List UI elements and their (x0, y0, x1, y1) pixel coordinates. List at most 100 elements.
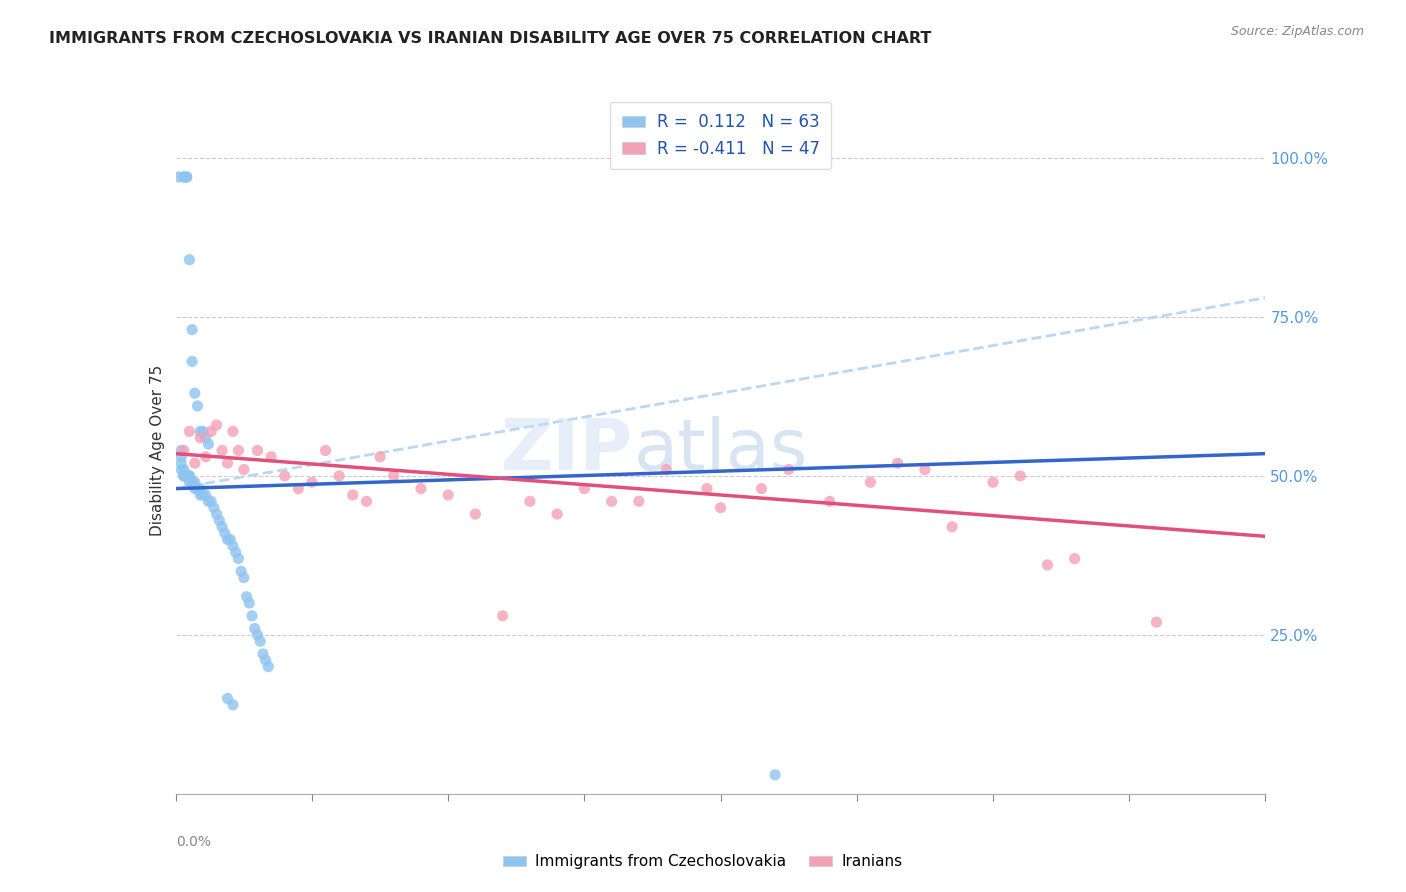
Point (191, 488, 214, 502)
Point (301, 475, 323, 490)
Point (186, 482, 209, 496)
Point (232, 571, 254, 585)
Point (859, 475, 882, 490)
Point (176, 469, 198, 483)
Point (217, 456, 239, 470)
Point (274, 469, 297, 483)
Point (246, 628, 269, 642)
Text: ZIP: ZIP (501, 416, 633, 485)
Point (173, 469, 195, 483)
Point (238, 596, 260, 610)
Text: Source: ZipAtlas.com: Source: ZipAtlas.com (1230, 25, 1364, 38)
Point (211, 520, 233, 534)
Point (170, 462, 193, 476)
Point (170, 450, 193, 464)
Point (217, 533, 239, 547)
Point (179, 469, 201, 483)
Point (205, 507, 228, 521)
Point (1010, 469, 1032, 483)
Point (176, 469, 198, 483)
Legend: R =  0.112   N = 63, R = -0.411   N = 47: R = 0.112 N = 63, R = -0.411 N = 47 (610, 102, 831, 169)
Point (222, 698, 245, 712)
Point (184, 475, 207, 490)
Point (197, 494, 219, 508)
Point (173, 169, 195, 184)
Point (1063, 551, 1085, 566)
Point (181, 354, 204, 368)
Point (409, 482, 432, 496)
Point (941, 520, 963, 534)
Point (191, 425, 214, 439)
Point (818, 494, 841, 508)
Point (778, 462, 800, 476)
Point (252, 647, 274, 661)
Point (437, 488, 460, 502)
Point (574, 482, 596, 496)
Point (194, 450, 217, 464)
Point (170, 443, 193, 458)
Point (243, 622, 266, 636)
Point (492, 608, 515, 623)
Point (219, 533, 242, 547)
Point (763, 768, 786, 782)
Point (208, 513, 231, 527)
Point (342, 488, 364, 502)
Point (886, 456, 908, 470)
Point (368, 450, 391, 464)
Point (173, 443, 195, 458)
Point (232, 462, 254, 476)
Point (179, 252, 201, 267)
Y-axis label: Disability Age Over 75: Disability Age Over 75 (149, 365, 165, 536)
Point (257, 659, 280, 673)
Point (260, 450, 283, 464)
Point (170, 456, 193, 470)
Point (225, 545, 247, 559)
Point (186, 399, 209, 413)
Point (194, 431, 217, 445)
Point (188, 425, 211, 439)
Point (214, 526, 236, 541)
Point (546, 507, 568, 521)
Point (179, 425, 201, 439)
Point (356, 494, 378, 508)
Point (696, 482, 718, 496)
Point (184, 456, 207, 470)
Point (1144, 615, 1167, 630)
Point (194, 488, 217, 502)
Point (627, 494, 650, 508)
Point (235, 590, 257, 604)
Point (249, 634, 271, 648)
Point (181, 475, 204, 490)
Point (202, 500, 225, 515)
Point (231, 564, 253, 578)
Point (240, 608, 263, 623)
Point (173, 469, 195, 483)
Point (176, 169, 198, 184)
Point (167, 169, 190, 184)
Point (184, 386, 207, 401)
Point (600, 494, 623, 508)
Point (173, 469, 195, 483)
Point (173, 169, 195, 184)
Point (1036, 558, 1059, 572)
Point (655, 462, 678, 476)
Point (188, 482, 211, 496)
Point (519, 494, 541, 508)
Point (181, 323, 204, 337)
Point (179, 469, 201, 483)
Legend: Immigrants from Czechoslovakia, Iranians: Immigrants from Czechoslovakia, Iranians (498, 848, 908, 875)
Point (710, 500, 733, 515)
Point (382, 469, 405, 483)
Point (179, 475, 201, 490)
Point (254, 653, 277, 667)
Point (197, 437, 219, 451)
Point (228, 551, 250, 566)
Point (173, 462, 195, 476)
Point (200, 425, 222, 439)
Point (188, 488, 211, 502)
Point (328, 469, 350, 483)
Point (184, 482, 207, 496)
Point (222, 539, 245, 553)
Point (914, 462, 936, 476)
Point (217, 691, 239, 706)
